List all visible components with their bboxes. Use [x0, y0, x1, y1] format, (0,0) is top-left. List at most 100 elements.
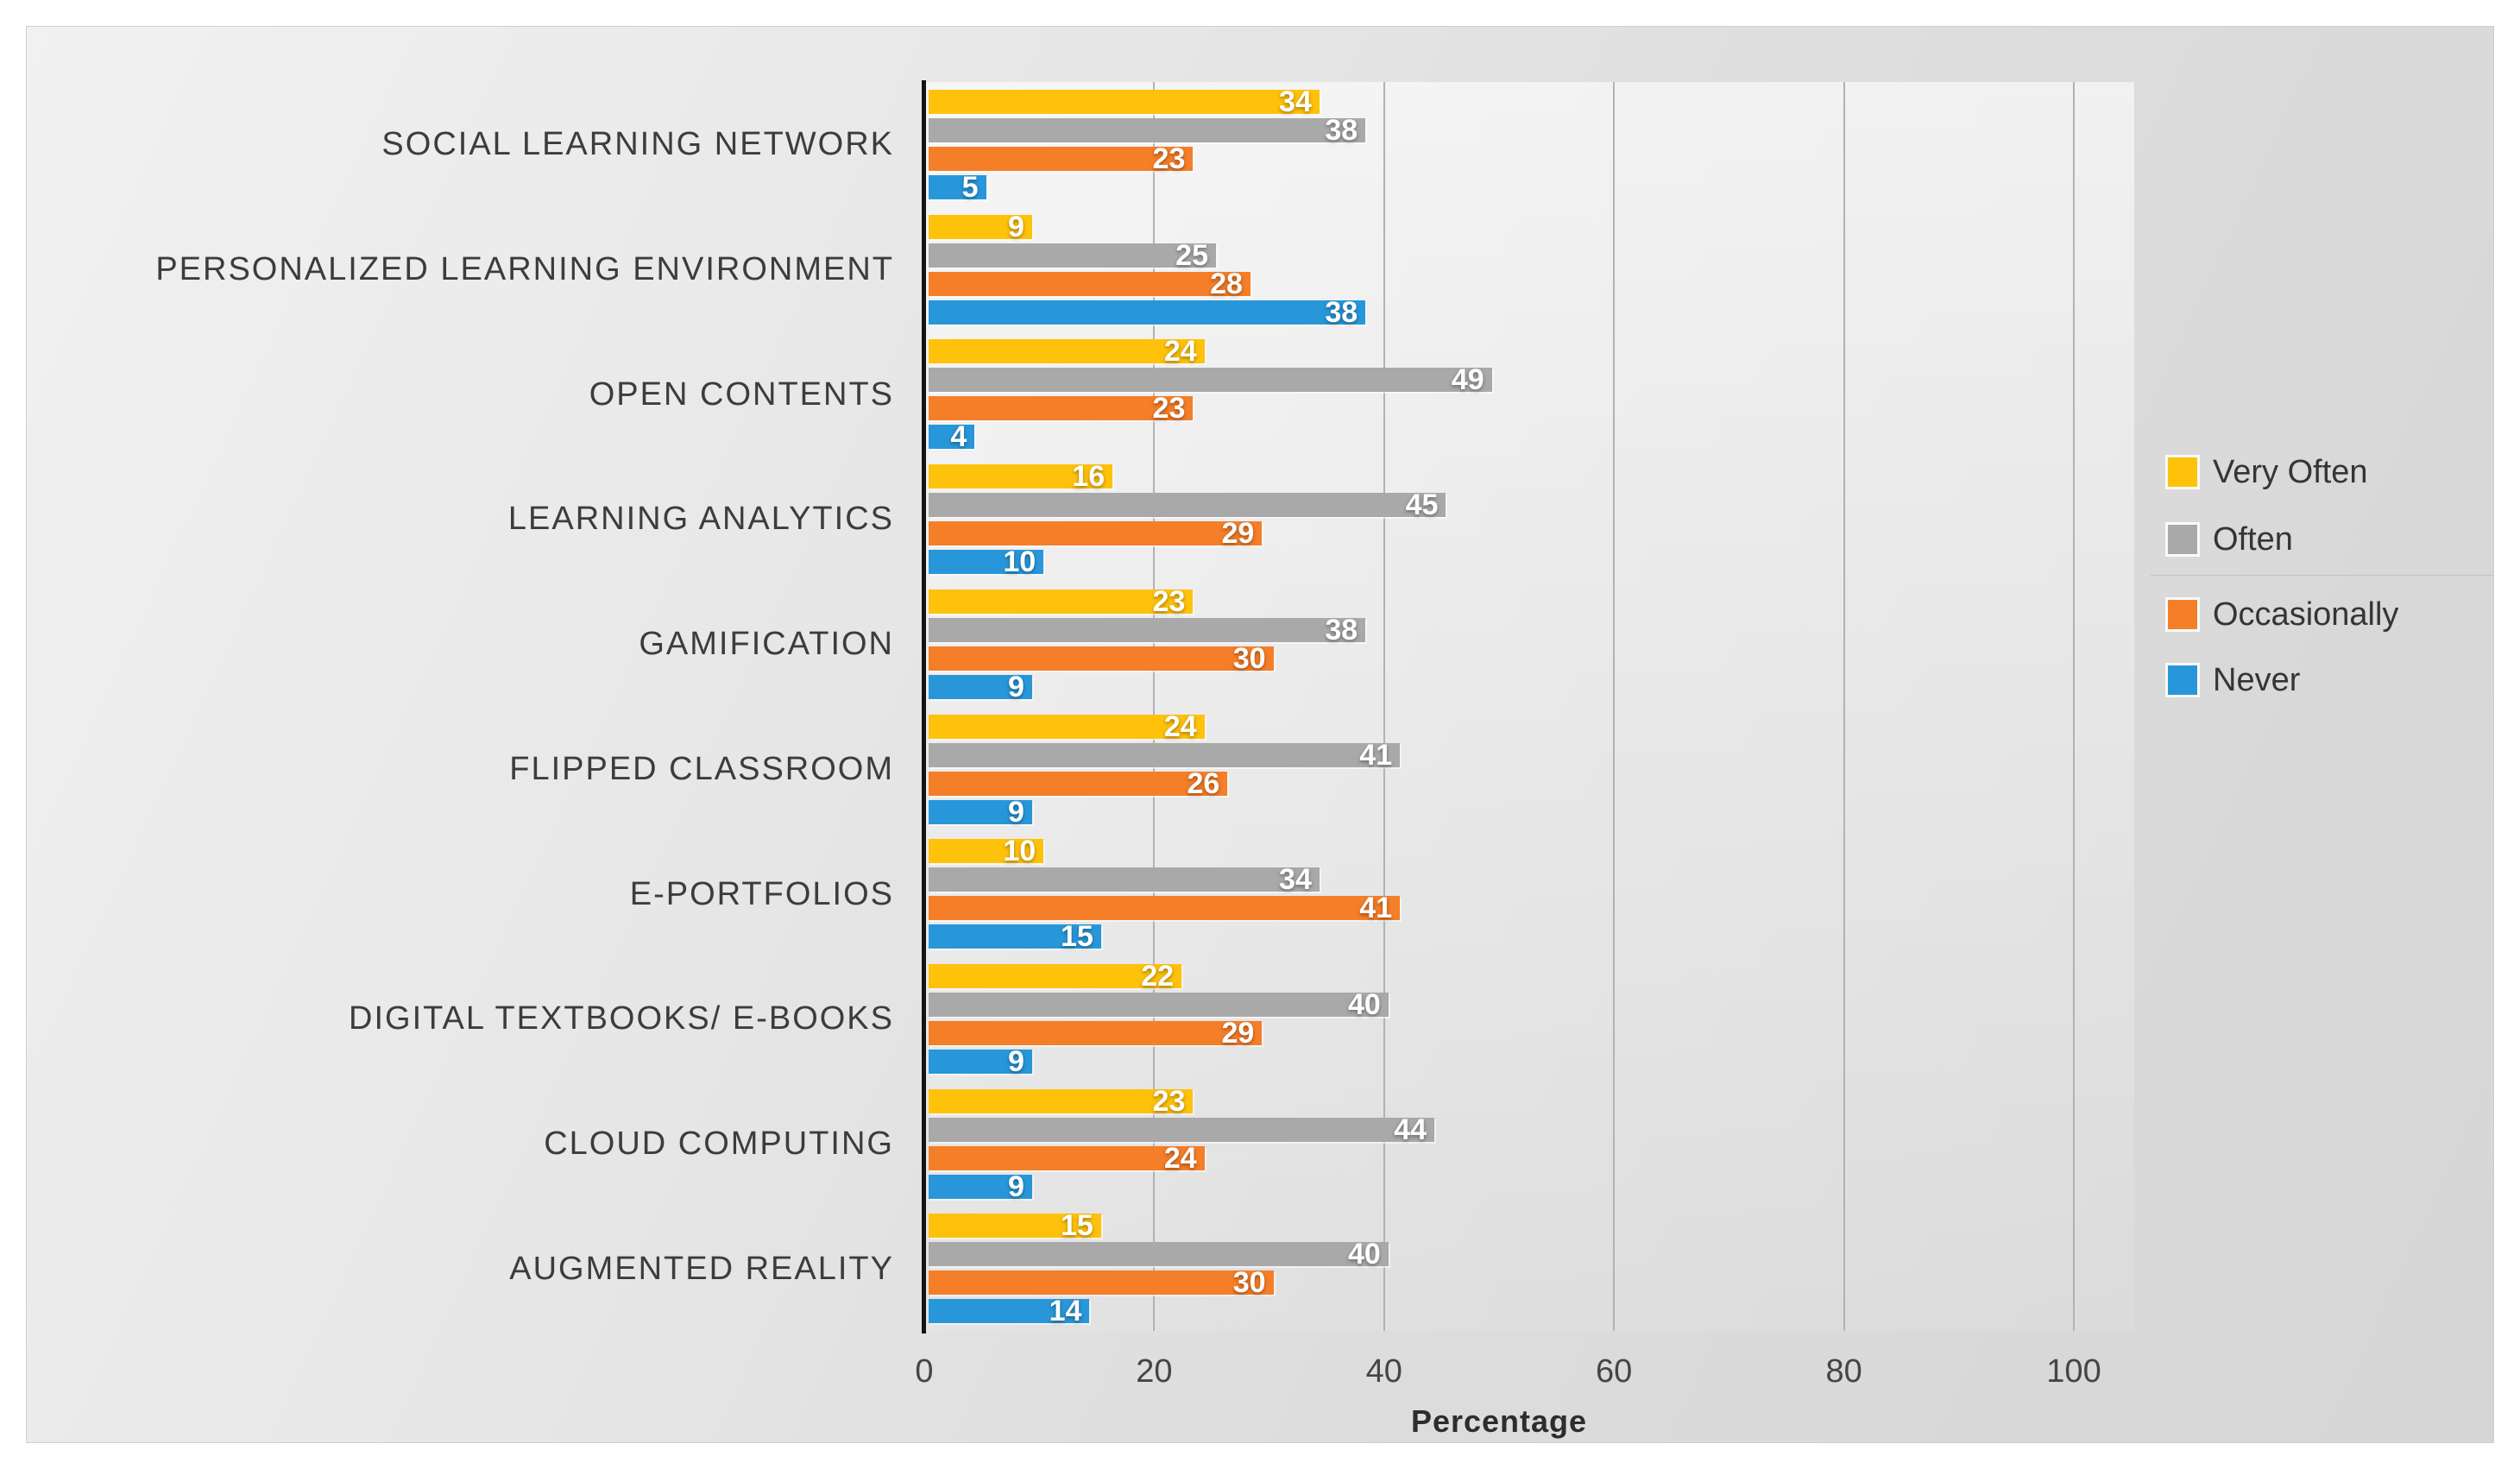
legend-label: Occasionally	[2213, 596, 2399, 633]
bar-never: 38	[929, 295, 1366, 329]
bar-value-label: 41	[1359, 892, 1393, 925]
bar-never: 14	[929, 1296, 1090, 1326]
bar-value-label: 22	[1141, 959, 1175, 993]
bar-occasionally: 41	[929, 892, 1401, 925]
legend: Very Often Often Occasionally Never	[2151, 26, 2494, 1443]
category-label: PERSONALIZED LEARNING ENVIRONMENT	[155, 251, 894, 288]
bar-value-label: 23	[1152, 142, 1186, 175]
bar-occasionally: 23	[929, 142, 1194, 175]
bar-value-label: 9	[1007, 210, 1024, 243]
bar-often: 25	[929, 238, 1216, 272]
bar-value-label: 23	[1152, 392, 1186, 426]
bar-value-label: 10	[1003, 835, 1036, 868]
chart-area: Percentage Very Often Often Occasionally Ne…	[26, 26, 2494, 1443]
bar-often: 45	[929, 490, 1446, 520]
gridline-20	[1153, 82, 1156, 1331]
bar-value-label: 24	[1163, 1141, 1197, 1175]
category-label: SOCIAL LEARNING NETWORK	[381, 126, 894, 163]
x-axis-tick-label: 20	[1136, 1353, 1173, 1390]
bar-occasionally: 28	[929, 269, 1251, 299]
bar-never: 9	[929, 1170, 1032, 1203]
bar-value-label: 41	[1359, 738, 1393, 772]
bar-very-often: 34	[929, 85, 1320, 118]
legend-item-often: Often	[2168, 515, 2293, 564]
bar-value-label: 15	[1060, 920, 1093, 954]
bar-often: 44	[929, 1113, 1435, 1146]
x-axis-tick-label: 0	[915, 1353, 934, 1390]
bar-never: 9	[929, 1047, 1032, 1076]
bar-never: 4	[929, 420, 975, 454]
bar-occasionally: 26	[929, 766, 1228, 800]
bar-very-often: 10	[929, 835, 1044, 868]
category-label: E-PORTFOLIOS	[629, 875, 894, 912]
bar-never: 9	[929, 795, 1032, 829]
bar-value-label: 23	[1152, 584, 1186, 618]
gridline-80	[1843, 82, 1845, 1331]
bar-often: 40	[929, 1238, 1389, 1271]
legend-swatch-icon	[2168, 525, 2197, 554]
bar-often: 34	[929, 863, 1320, 897]
category-label: AUGMENTED REALITY	[509, 1250, 894, 1287]
legend-label: Often	[2213, 520, 2293, 558]
bar-very-often: 24	[929, 712, 1205, 741]
x-axis-tick-label: 80	[1825, 1353, 1862, 1390]
bar-value-label: 23	[1152, 1084, 1186, 1118]
bar-value-label: 34	[1279, 85, 1312, 118]
gridline-100	[2073, 82, 2075, 1331]
bar-often: 40	[929, 987, 1389, 1021]
category-label: GAMIFICATION	[639, 626, 894, 663]
bar-value-label: 15	[1060, 1209, 1093, 1243]
legend-label: Never	[2213, 661, 2301, 698]
bar-never: 10	[929, 545, 1044, 579]
legend-item-occasionally: Occasionally	[2168, 590, 2398, 639]
bar-value-label: 5	[961, 171, 979, 204]
bar-value-label: 38	[1325, 613, 1358, 646]
bar-occasionally: 30	[929, 1266, 1274, 1300]
category-label: FLIPPED CLASSROOM	[509, 750, 894, 787]
bar-very-often: 15	[929, 1209, 1101, 1243]
bar-very-often: 24	[929, 335, 1205, 369]
bar-value-label: 38	[1325, 295, 1358, 329]
bar-value-label: 9	[1007, 1170, 1024, 1203]
bar-occasionally: 29	[929, 517, 1263, 551]
bar-value-label: 16	[1072, 460, 1106, 494]
bar-value-label: 29	[1221, 1016, 1255, 1050]
bar-often: 41	[929, 738, 1401, 772]
bar-value-label: 34	[1279, 863, 1312, 897]
bar-value-label: 26	[1187, 766, 1220, 800]
bar-value-label: 38	[1325, 114, 1358, 147]
bar-never: 5	[929, 171, 986, 204]
bar-occasionally: 23	[929, 392, 1194, 426]
plot-area	[924, 82, 2134, 1331]
axis-title: Percentage	[1410, 1403, 1588, 1439]
bar-value-label: 4	[950, 420, 967, 454]
bar-value-label: 30	[1232, 1266, 1266, 1300]
legend-swatch-icon	[2168, 457, 2197, 487]
bar-value-label: 29	[1221, 517, 1255, 551]
bar-never: 15	[929, 920, 1101, 954]
bar-value-label: 40	[1347, 987, 1381, 1021]
legend-label: Very Often	[2213, 453, 2368, 490]
bar-very-often: 23	[929, 1084, 1194, 1118]
bar-value-label: 10	[1003, 545, 1036, 579]
bar-never: 9	[929, 670, 1032, 703]
category-label: CLOUD COMPUTING	[544, 1125, 894, 1162]
bar-value-label: 9	[1007, 795, 1024, 829]
bar-often: 49	[929, 365, 1492, 394]
x-axis-tick-label: 100	[2046, 1353, 2101, 1390]
bar-value-label: 44	[1394, 1113, 1427, 1146]
bar-value-label: 9	[1007, 670, 1024, 703]
bar-occasionally: 24	[929, 1141, 1205, 1175]
bar-value-label: 24	[1163, 335, 1197, 369]
legend-item-never: Never	[2168, 656, 2300, 704]
bar-very-often: 16	[929, 460, 1113, 494]
bar-value-label: 40	[1347, 1238, 1381, 1271]
bar-often: 38	[929, 114, 1366, 147]
bar-very-often: 22	[929, 959, 1182, 993]
legend-item-very-often: Very Often	[2168, 448, 2368, 496]
bar-very-often: 23	[929, 584, 1194, 618]
bar-value-label: 25	[1175, 238, 1208, 272]
bar-occasionally: 29	[929, 1016, 1263, 1050]
category-label: LEARNING ANALYTICS	[507, 501, 894, 538]
bar-occasionally: 30	[929, 644, 1274, 673]
